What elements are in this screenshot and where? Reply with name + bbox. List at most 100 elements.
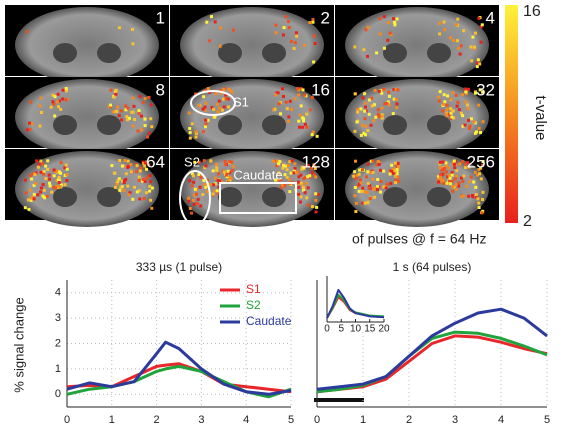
- activation-voxel: [219, 26, 222, 29]
- activation-voxel: [392, 172, 395, 175]
- activation-voxel: [118, 189, 121, 192]
- activation-voxel: [439, 90, 442, 93]
- activation-voxel: [478, 206, 481, 209]
- activation-voxel: [275, 24, 278, 27]
- series-line: [317, 336, 547, 392]
- activation-voxel: [215, 169, 218, 172]
- activation-voxel: [113, 96, 116, 99]
- activation-voxel: [464, 90, 467, 93]
- activation-voxel: [130, 111, 133, 114]
- activation-voxel: [376, 188, 379, 191]
- activation-voxel: [41, 162, 44, 165]
- activation-voxel: [191, 184, 194, 187]
- activation-voxel: [127, 193, 130, 196]
- activation-voxel: [204, 164, 207, 167]
- activation-voxel: [65, 173, 68, 176]
- activation-voxel: [377, 108, 380, 111]
- ventricle: [97, 115, 121, 135]
- activation-voxel: [282, 34, 285, 37]
- activation-voxel: [477, 104, 480, 107]
- activation-voxel: [284, 15, 287, 18]
- activation-voxel: [456, 18, 459, 21]
- activation-voxel: [377, 113, 380, 116]
- activation-voxel: [133, 186, 136, 189]
- activation-voxel: [205, 122, 208, 125]
- activation-voxel: [396, 18, 399, 21]
- activation-voxel: [120, 118, 123, 121]
- activation-voxel: [309, 108, 312, 111]
- brain: [180, 7, 324, 83]
- roi-label: Caudate: [233, 167, 282, 182]
- activation-voxel: [64, 183, 67, 186]
- activation-voxel: [118, 26, 121, 29]
- activation-voxel: [383, 15, 386, 18]
- ventricle: [383, 187, 407, 207]
- activation-voxel: [150, 103, 153, 106]
- activation-voxel: [451, 91, 454, 94]
- activation-voxel: [394, 169, 397, 172]
- x-tick-label: 4: [498, 414, 504, 426]
- activation-voxel: [366, 170, 369, 173]
- activation-voxel: [219, 45, 222, 48]
- activation-voxel: [30, 197, 33, 200]
- roi-label: S2: [184, 154, 200, 169]
- ventricle: [427, 43, 451, 63]
- activation-voxel: [215, 163, 218, 166]
- x-tick-label: 1: [360, 414, 366, 426]
- activation-voxel: [358, 190, 361, 193]
- activation-voxel: [274, 108, 277, 111]
- activation-voxel: [475, 130, 478, 133]
- activation-voxel: [443, 167, 446, 170]
- activation-voxel: [314, 42, 317, 45]
- activation-voxel: [388, 104, 391, 107]
- activation-voxel: [449, 177, 452, 180]
- activation-voxel: [454, 177, 457, 180]
- y-axis-label: % signal change: [11, 297, 26, 392]
- activation-voxel: [301, 116, 304, 119]
- activation-voxel: [138, 112, 141, 115]
- activation-voxel: [230, 161, 233, 164]
- ventricle: [97, 43, 121, 63]
- activation-voxel: [132, 125, 135, 128]
- activation-voxel: [135, 170, 138, 173]
- ventricle: [218, 115, 242, 135]
- activation-voxel: [42, 173, 45, 176]
- x-tick-label: 10: [350, 324, 362, 335]
- activation-voxel: [456, 105, 459, 108]
- activation-voxel: [136, 190, 139, 193]
- ventricle: [427, 187, 451, 207]
- activation-voxel: [364, 190, 367, 193]
- activation-voxel: [376, 178, 379, 181]
- activation-voxel: [362, 132, 365, 135]
- activation-voxel: [110, 89, 113, 92]
- activation-voxel: [24, 206, 27, 209]
- activation-voxel: [293, 162, 296, 165]
- activation-voxel: [116, 106, 119, 109]
- activation-voxel: [138, 198, 141, 201]
- activation-voxel: [388, 95, 391, 98]
- activation-voxel: [214, 20, 217, 23]
- activation-voxel: [298, 126, 301, 129]
- activation-voxel: [212, 193, 215, 196]
- activation-voxel: [122, 189, 125, 192]
- activation-voxel: [290, 172, 293, 175]
- activation-voxel: [461, 160, 464, 163]
- activation-voxel: [467, 107, 470, 110]
- activation-voxel: [453, 160, 456, 163]
- activation-voxel: [34, 182, 37, 185]
- activation-voxel: [223, 171, 226, 174]
- activation-voxel: [480, 177, 483, 180]
- activation-voxel: [458, 163, 461, 166]
- activation-voxel: [115, 110, 118, 113]
- activation-voxel: [148, 132, 151, 135]
- activation-voxel: [379, 33, 382, 36]
- activation-voxel: [392, 17, 395, 20]
- activation-voxel: [123, 181, 126, 184]
- ventricle: [383, 43, 407, 63]
- activation-voxel: [149, 117, 152, 120]
- activation-voxel: [216, 189, 219, 192]
- activation-voxel: [470, 46, 473, 49]
- activation-voxel: [192, 181, 195, 184]
- activation-voxel: [449, 182, 452, 185]
- activation-voxel: [294, 41, 297, 44]
